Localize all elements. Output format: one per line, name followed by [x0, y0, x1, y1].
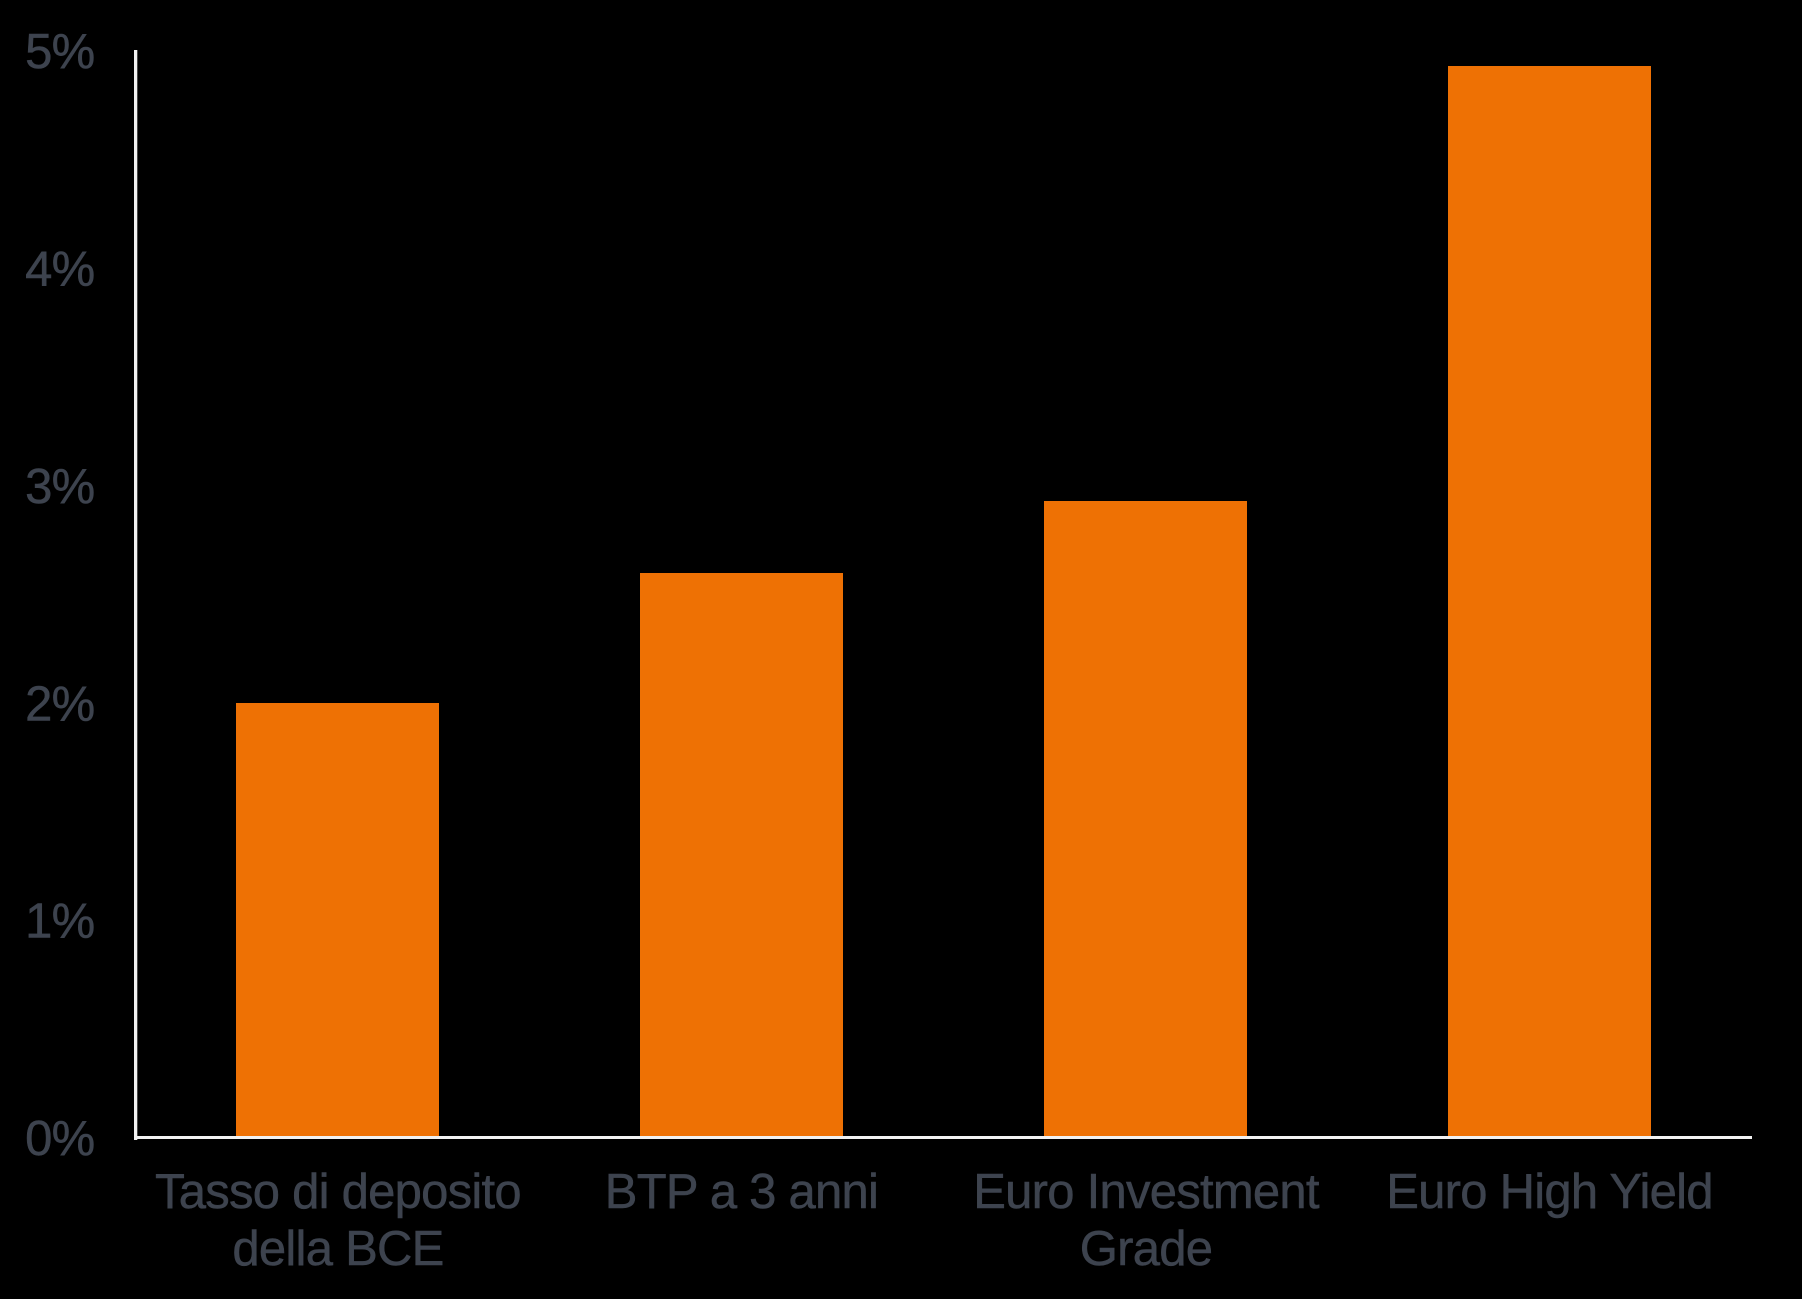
svg-text:BTP a 3 anni: BTP a 3 anni	[605, 1165, 878, 1219]
svg-text:Euro High Yield: Euro High Yield	[1386, 1165, 1713, 1219]
svg-text:Grade: Grade	[1080, 1222, 1212, 1276]
svg-text:0%: 0%	[25, 1112, 94, 1166]
svg-text:4%: 4%	[25, 242, 94, 296]
svg-text:Tasso di deposito: Tasso di deposito	[155, 1165, 521, 1219]
svg-text:Euro Investment: Euro Investment	[973, 1165, 1320, 1219]
svg-text:5%: 5%	[25, 25, 94, 79]
svg-text:2%: 2%	[25, 677, 94, 731]
svg-text:della BCE: della BCE	[232, 1222, 443, 1276]
svg-text:1%: 1%	[25, 895, 94, 949]
svg-text:3%: 3%	[25, 460, 94, 514]
